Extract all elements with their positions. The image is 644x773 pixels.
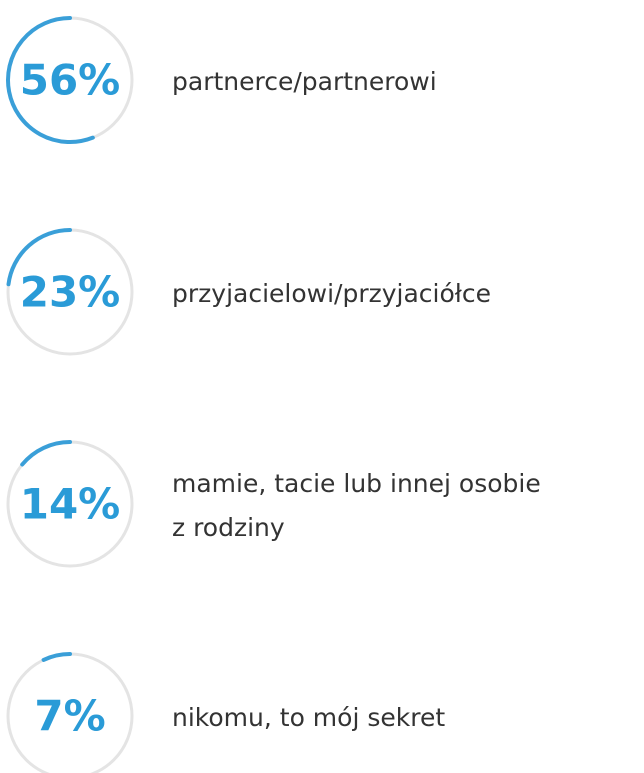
ring-arc <box>6 228 72 287</box>
percent-label: 14% <box>20 480 121 529</box>
percent-label: 7% <box>34 692 105 741</box>
ring-arc <box>6 16 95 144</box>
ring-arc <box>41 652 72 662</box>
percent-label: 23% <box>20 268 121 317</box>
percent-label: 56% <box>20 56 121 105</box>
item-label: z rodziny <box>172 513 285 542</box>
item-label: przyjacielowi/przyjaciółce <box>172 279 491 308</box>
item-label: nikomu, to mój sekret <box>172 703 445 732</box>
ring-arc <box>20 440 72 467</box>
item-label: partnerce/partnerowi <box>172 67 437 96</box>
item-label: mamie, tacie lub innej osobie <box>172 469 541 498</box>
